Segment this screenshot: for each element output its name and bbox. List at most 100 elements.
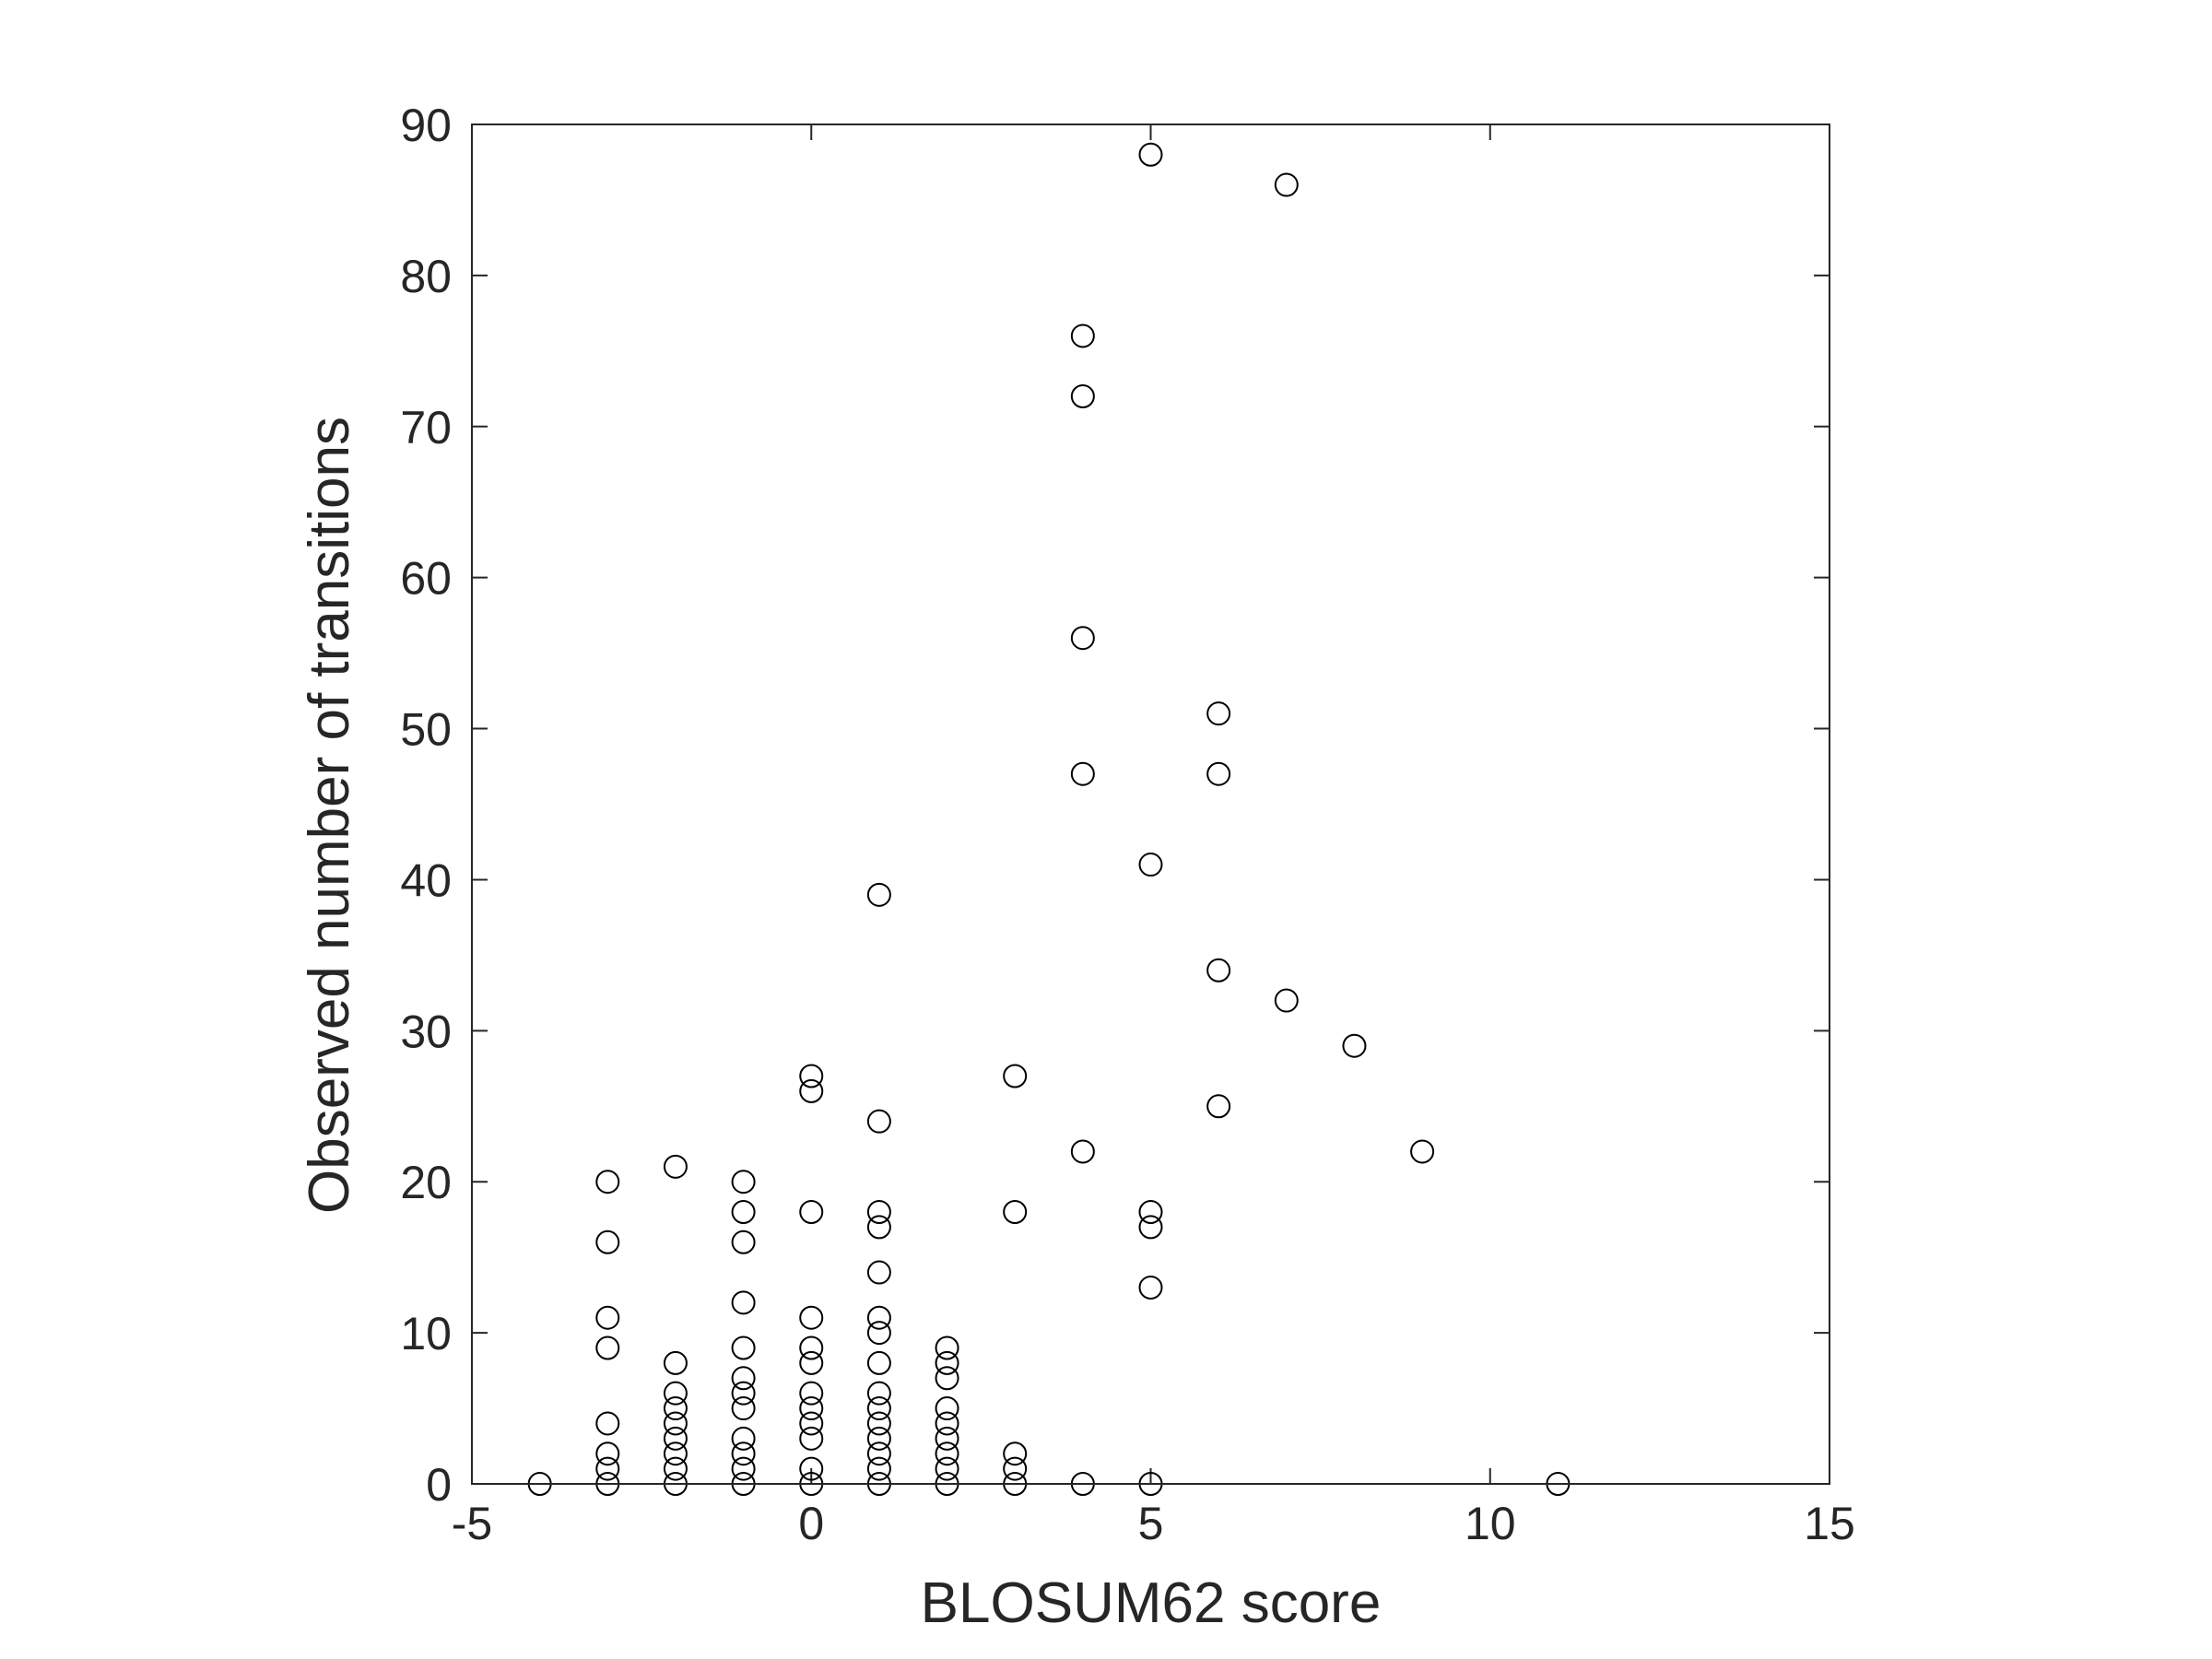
data-point [663,1154,688,1179]
data-point [1206,1094,1231,1119]
data-point [866,1381,891,1406]
data-point [1206,761,1231,786]
y-tick-label: 40 [400,854,452,906]
data-point [1138,853,1163,877]
data-point [1206,701,1231,726]
data-point [866,1305,891,1330]
data-point [1070,384,1095,408]
data-point [866,1321,891,1346]
y-tick-label: 0 [426,1459,452,1511]
data-point [731,1441,756,1466]
data-point [866,1260,891,1285]
data-point [866,1109,891,1134]
data-point [731,1230,756,1254]
x-tick-label: -5 [452,1498,492,1549]
data-point [595,1230,620,1254]
data-point [595,1335,620,1360]
y-tick-label: 20 [400,1157,452,1208]
y-tick-label: 90 [400,100,452,151]
data-point [731,1426,756,1451]
data-point [799,1350,824,1375]
data-point [935,1441,959,1466]
data-point [799,1335,824,1360]
data-point [935,1456,959,1481]
data-point [663,1456,688,1481]
data-point [935,1411,959,1436]
data-point [1138,1215,1163,1240]
data-point [1274,988,1299,1013]
data-point [595,1441,620,1466]
x-tick-label: 0 [798,1498,824,1549]
data-point [935,1396,959,1421]
data-point [1206,958,1231,982]
data-point [595,1170,620,1194]
data-point [663,1426,688,1451]
data-point [866,1456,891,1481]
x-tick-label: 5 [1138,1498,1164,1549]
data-point [1070,324,1095,348]
data-point [935,1350,959,1375]
y-tick-label: 30 [400,1006,452,1057]
data-point [595,1411,620,1436]
data-point [1003,1441,1028,1466]
data-point [1138,142,1163,167]
data-point [663,1381,688,1406]
data-point [866,882,891,907]
data-point [1274,172,1299,197]
data-point [731,1456,756,1481]
data-point [799,1064,824,1088]
data-point [731,1381,756,1406]
data-point [731,1290,756,1315]
data-point [866,1411,891,1436]
data-point [799,1305,824,1330]
data-point [866,1215,891,1240]
data-point [663,1350,688,1375]
data-point [731,1396,756,1421]
x-tick-label: 10 [1465,1498,1516,1549]
data-point [866,1350,891,1375]
data-point [1410,1139,1435,1164]
data-point [866,1441,891,1466]
data-point [799,1456,824,1481]
x-tick-label: 15 [1804,1498,1855,1549]
data-point [799,1381,824,1406]
data-point [1003,1200,1028,1224]
data-point [663,1396,688,1421]
data-point [731,1200,756,1224]
data-point [1138,1275,1163,1300]
data-point [731,1170,756,1194]
data-point [799,1078,824,1103]
data-point [799,1200,824,1224]
axis-ticks [471,124,1830,1485]
y-tick-label: 50 [400,704,452,756]
data-point [935,1426,959,1451]
data-point [1003,1064,1028,1088]
data-point [1138,1200,1163,1224]
x-axis-label: BLOSUM62 score [921,1571,1382,1635]
data-point [866,1396,891,1421]
data-point [663,1441,688,1466]
data-point [731,1366,756,1391]
data-point [935,1335,959,1360]
data-point [799,1396,824,1421]
data-point [595,1305,620,1330]
data-point [1070,761,1095,786]
data-point [1070,626,1095,651]
y-axis-label: Observed number of transitions [298,417,361,1214]
data-point [663,1411,688,1436]
plot-area-frame [471,124,1830,1485]
data-point [935,1366,959,1391]
data-point [866,1426,891,1451]
data-point [799,1411,824,1436]
data-point [1070,1139,1095,1164]
data-point [1003,1456,1028,1481]
data-point [1342,1033,1367,1058]
data-point [731,1335,756,1360]
y-tick-label: 60 [400,553,452,605]
data-point [799,1426,824,1451]
y-tick-label: 10 [400,1308,452,1359]
data-point [595,1456,620,1481]
data-points [527,142,1571,1496]
y-tick-label: 70 [400,402,452,453]
